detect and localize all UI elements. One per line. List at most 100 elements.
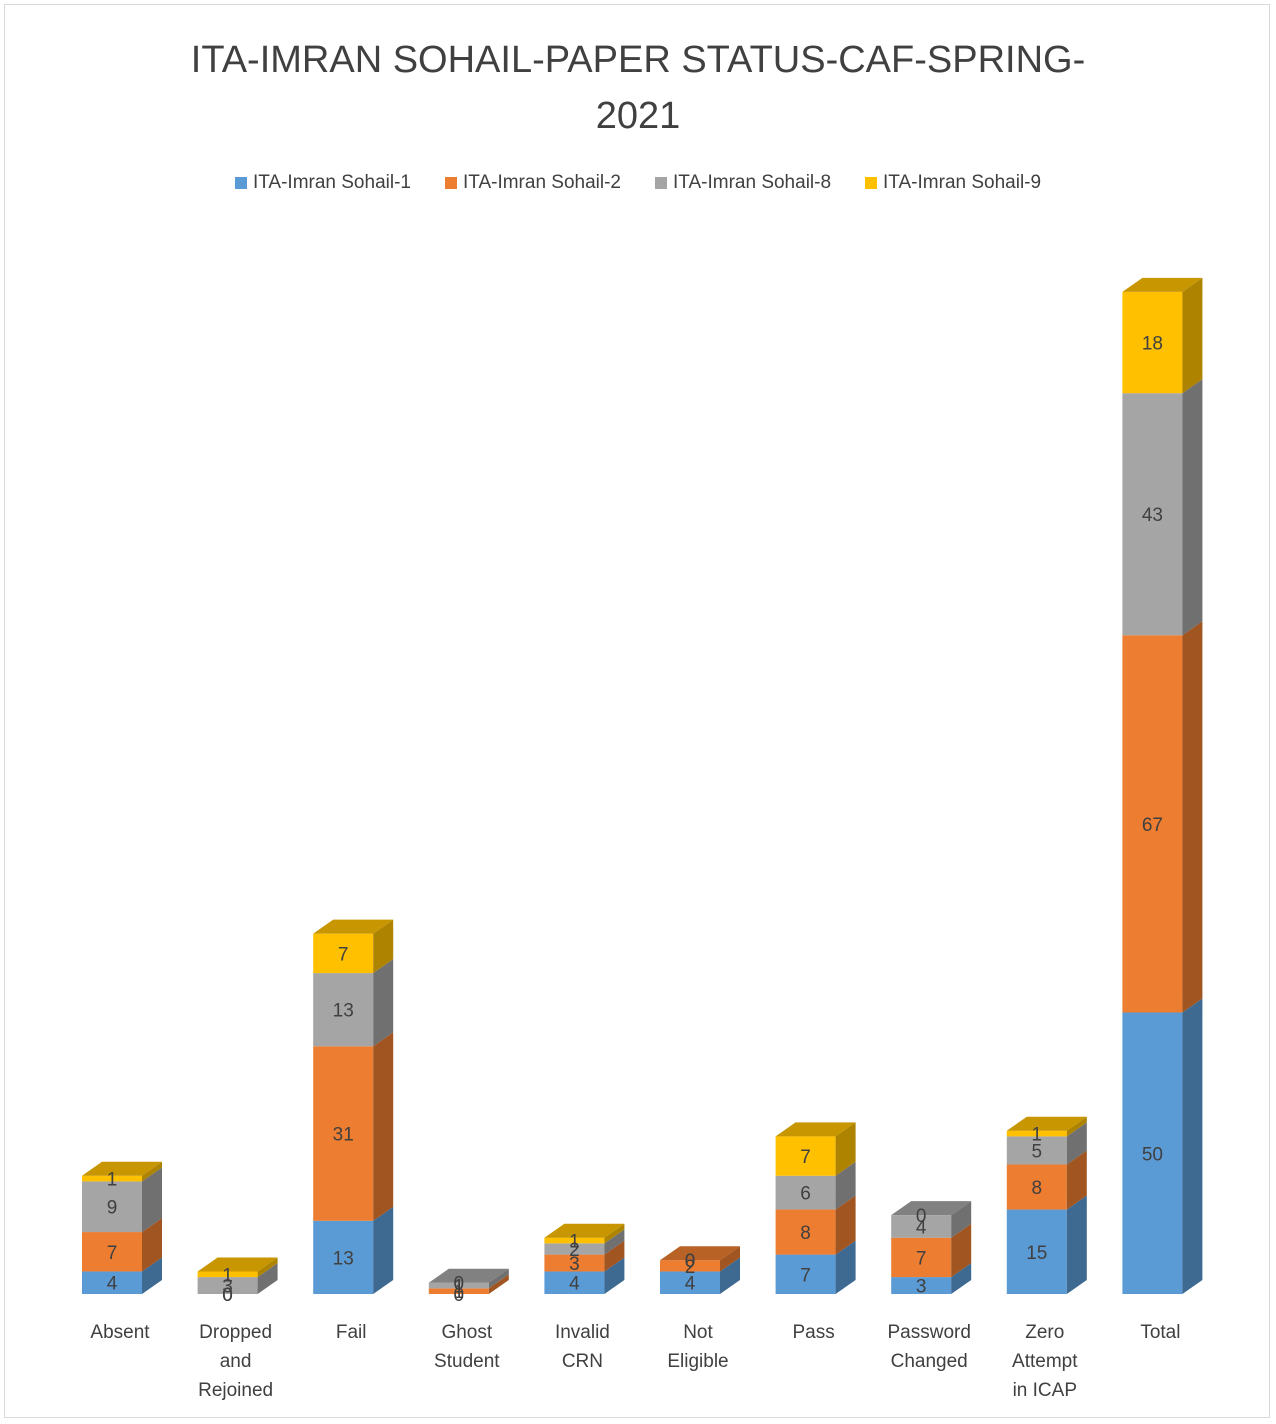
data-label: 7: [916, 1248, 927, 1269]
category-label-line: and: [220, 1351, 252, 1372]
bar-segment-side: [835, 1122, 856, 1176]
bar-segment-side: [604, 1240, 625, 1272]
data-label: 3: [222, 1277, 233, 1298]
bar-segment: [544, 1271, 605, 1294]
bar-segment-side: [1182, 621, 1203, 1013]
category-label: Invalid CRN: [555, 1322, 610, 1372]
data-label: 13: [333, 1248, 354, 1269]
data-label: 9: [107, 1198, 118, 1219]
data-label: 1: [454, 1277, 465, 1298]
category-label-line: Fail: [336, 1322, 367, 1343]
data-label: 31: [333, 1125, 354, 1146]
data-label: 0: [685, 1251, 696, 1272]
data-label: 1: [454, 1282, 465, 1303]
data-label: 4: [916, 1217, 927, 1238]
bar-segment-side: [835, 1195, 856, 1255]
bar-segment: [775, 1175, 836, 1210]
bar-top-face: [428, 1268, 509, 1283]
data-label: 5: [1032, 1141, 1043, 1162]
bar-segment-side: [142, 1218, 162, 1272]
legend-label-series-4: ITA-Imran Sohail-9: [883, 172, 1042, 193]
bar-segment: [1122, 393, 1183, 636]
chart-legend: ITA-Imran Sohail-1 ITA-Imran Sohail-2 IT…: [0, 172, 1276, 194]
bar-segment-side: [257, 1263, 278, 1294]
data-label: 4: [107, 1274, 118, 1295]
category-label: Password Changed: [887, 1322, 970, 1372]
bar-segment: [544, 1237, 605, 1244]
data-label: 18: [1142, 334, 1163, 355]
data-label: 7: [800, 1147, 811, 1168]
bar-segment: [1006, 1130, 1067, 1137]
bar-segment: [313, 1220, 374, 1294]
bar-segment-side: [604, 1257, 625, 1294]
bar-segment: [428, 1288, 489, 1294]
data-label: 7: [107, 1243, 118, 1264]
category-label-line: Not: [683, 1322, 713, 1343]
data-label: 43: [1142, 505, 1163, 526]
data-label: 67: [1142, 815, 1163, 836]
data-label: 0: [454, 1274, 465, 1295]
bar-segment: [544, 1243, 605, 1255]
legend-item-series-3: ITA-Imran Sohail-8: [655, 172, 831, 194]
bar-segment-side: [142, 1167, 162, 1233]
legend-swatch-series-2: [444, 177, 457, 189]
category-label-line: Rejoined: [198, 1380, 273, 1401]
bar-segment: [775, 1209, 836, 1255]
category-label-line: Invalid: [555, 1322, 610, 1343]
bar-segment-side: [1066, 1116, 1087, 1137]
bar-segment-side: [835, 1161, 856, 1210]
bar-segment-side: [1066, 1195, 1087, 1294]
bar-top-face: [313, 919, 394, 934]
bar-segment-side: [604, 1223, 625, 1244]
category-label: Ghost Student: [434, 1322, 500, 1372]
legend-item-series-1: ITA-Imran Sohail-1: [234, 172, 411, 194]
bar-segment: [775, 1254, 836, 1294]
category-label: Zero Attempt in ICAP: [1012, 1322, 1078, 1401]
bar-segment-side: [951, 1201, 972, 1238]
category-label-line: Absent: [90, 1322, 150, 1343]
category-label-line: Changed: [891, 1351, 968, 1372]
category-label: Fail: [336, 1322, 367, 1343]
bar-segment-side: [373, 1032, 394, 1221]
category-label-line: Attempt: [1012, 1351, 1078, 1372]
category-label: Dropped and Rejoined: [198, 1322, 273, 1401]
chart-title-line-2: 2021: [595, 95, 681, 137]
bar-segment: [891, 1215, 952, 1238]
bar-segment: [775, 1136, 836, 1176]
category-label-line: Password: [887, 1322, 970, 1343]
bar-segment: [313, 973, 374, 1047]
bar-segment-side: [488, 1274, 509, 1294]
bar-segment: [891, 1237, 952, 1278]
bar-segment: [1122, 635, 1183, 1013]
category-label: Total: [1140, 1322, 1180, 1343]
data-label: 1: [107, 1170, 118, 1191]
bar-top-face: [197, 1257, 278, 1272]
category-label-line: in ICAP: [1013, 1380, 1077, 1401]
bar-top-face: [660, 1246, 740, 1261]
category-label-line: Eligible: [667, 1351, 728, 1372]
bar-segment-side: [604, 1229, 625, 1255]
data-label: 50: [1142, 1144, 1163, 1165]
bar-segment: [313, 933, 374, 974]
bar-top-face: [1006, 1116, 1087, 1131]
data-label: 7: [800, 1265, 811, 1286]
bar-segment: [1122, 1012, 1183, 1294]
bar-segment-side: [951, 1223, 972, 1278]
bar-segment: [1006, 1164, 1067, 1210]
bar-segment: [82, 1271, 142, 1294]
legend-swatch-series-1: [234, 177, 247, 189]
bar-segment: [313, 1046, 374, 1221]
data-label: 15: [1026, 1243, 1047, 1264]
legend-swatch-series-4: [865, 177, 878, 189]
bar-segment-side: [373, 919, 394, 974]
bar-segment: [1006, 1209, 1067, 1294]
bar-segment: [660, 1260, 720, 1272]
bar-segment-side: [720, 1257, 740, 1294]
bar-segment: [82, 1175, 142, 1182]
category-label-line: Dropped: [199, 1322, 272, 1343]
bar-segment-side: [142, 1161, 162, 1182]
data-label: 3: [569, 1254, 580, 1275]
category-label-line: Pass: [792, 1322, 834, 1343]
chart-title: ITA-IMRAN SOHAIL-PAPER STATUS-CAF-SPRING…: [0, 32, 1276, 144]
bar-segment-side: [257, 1257, 278, 1278]
